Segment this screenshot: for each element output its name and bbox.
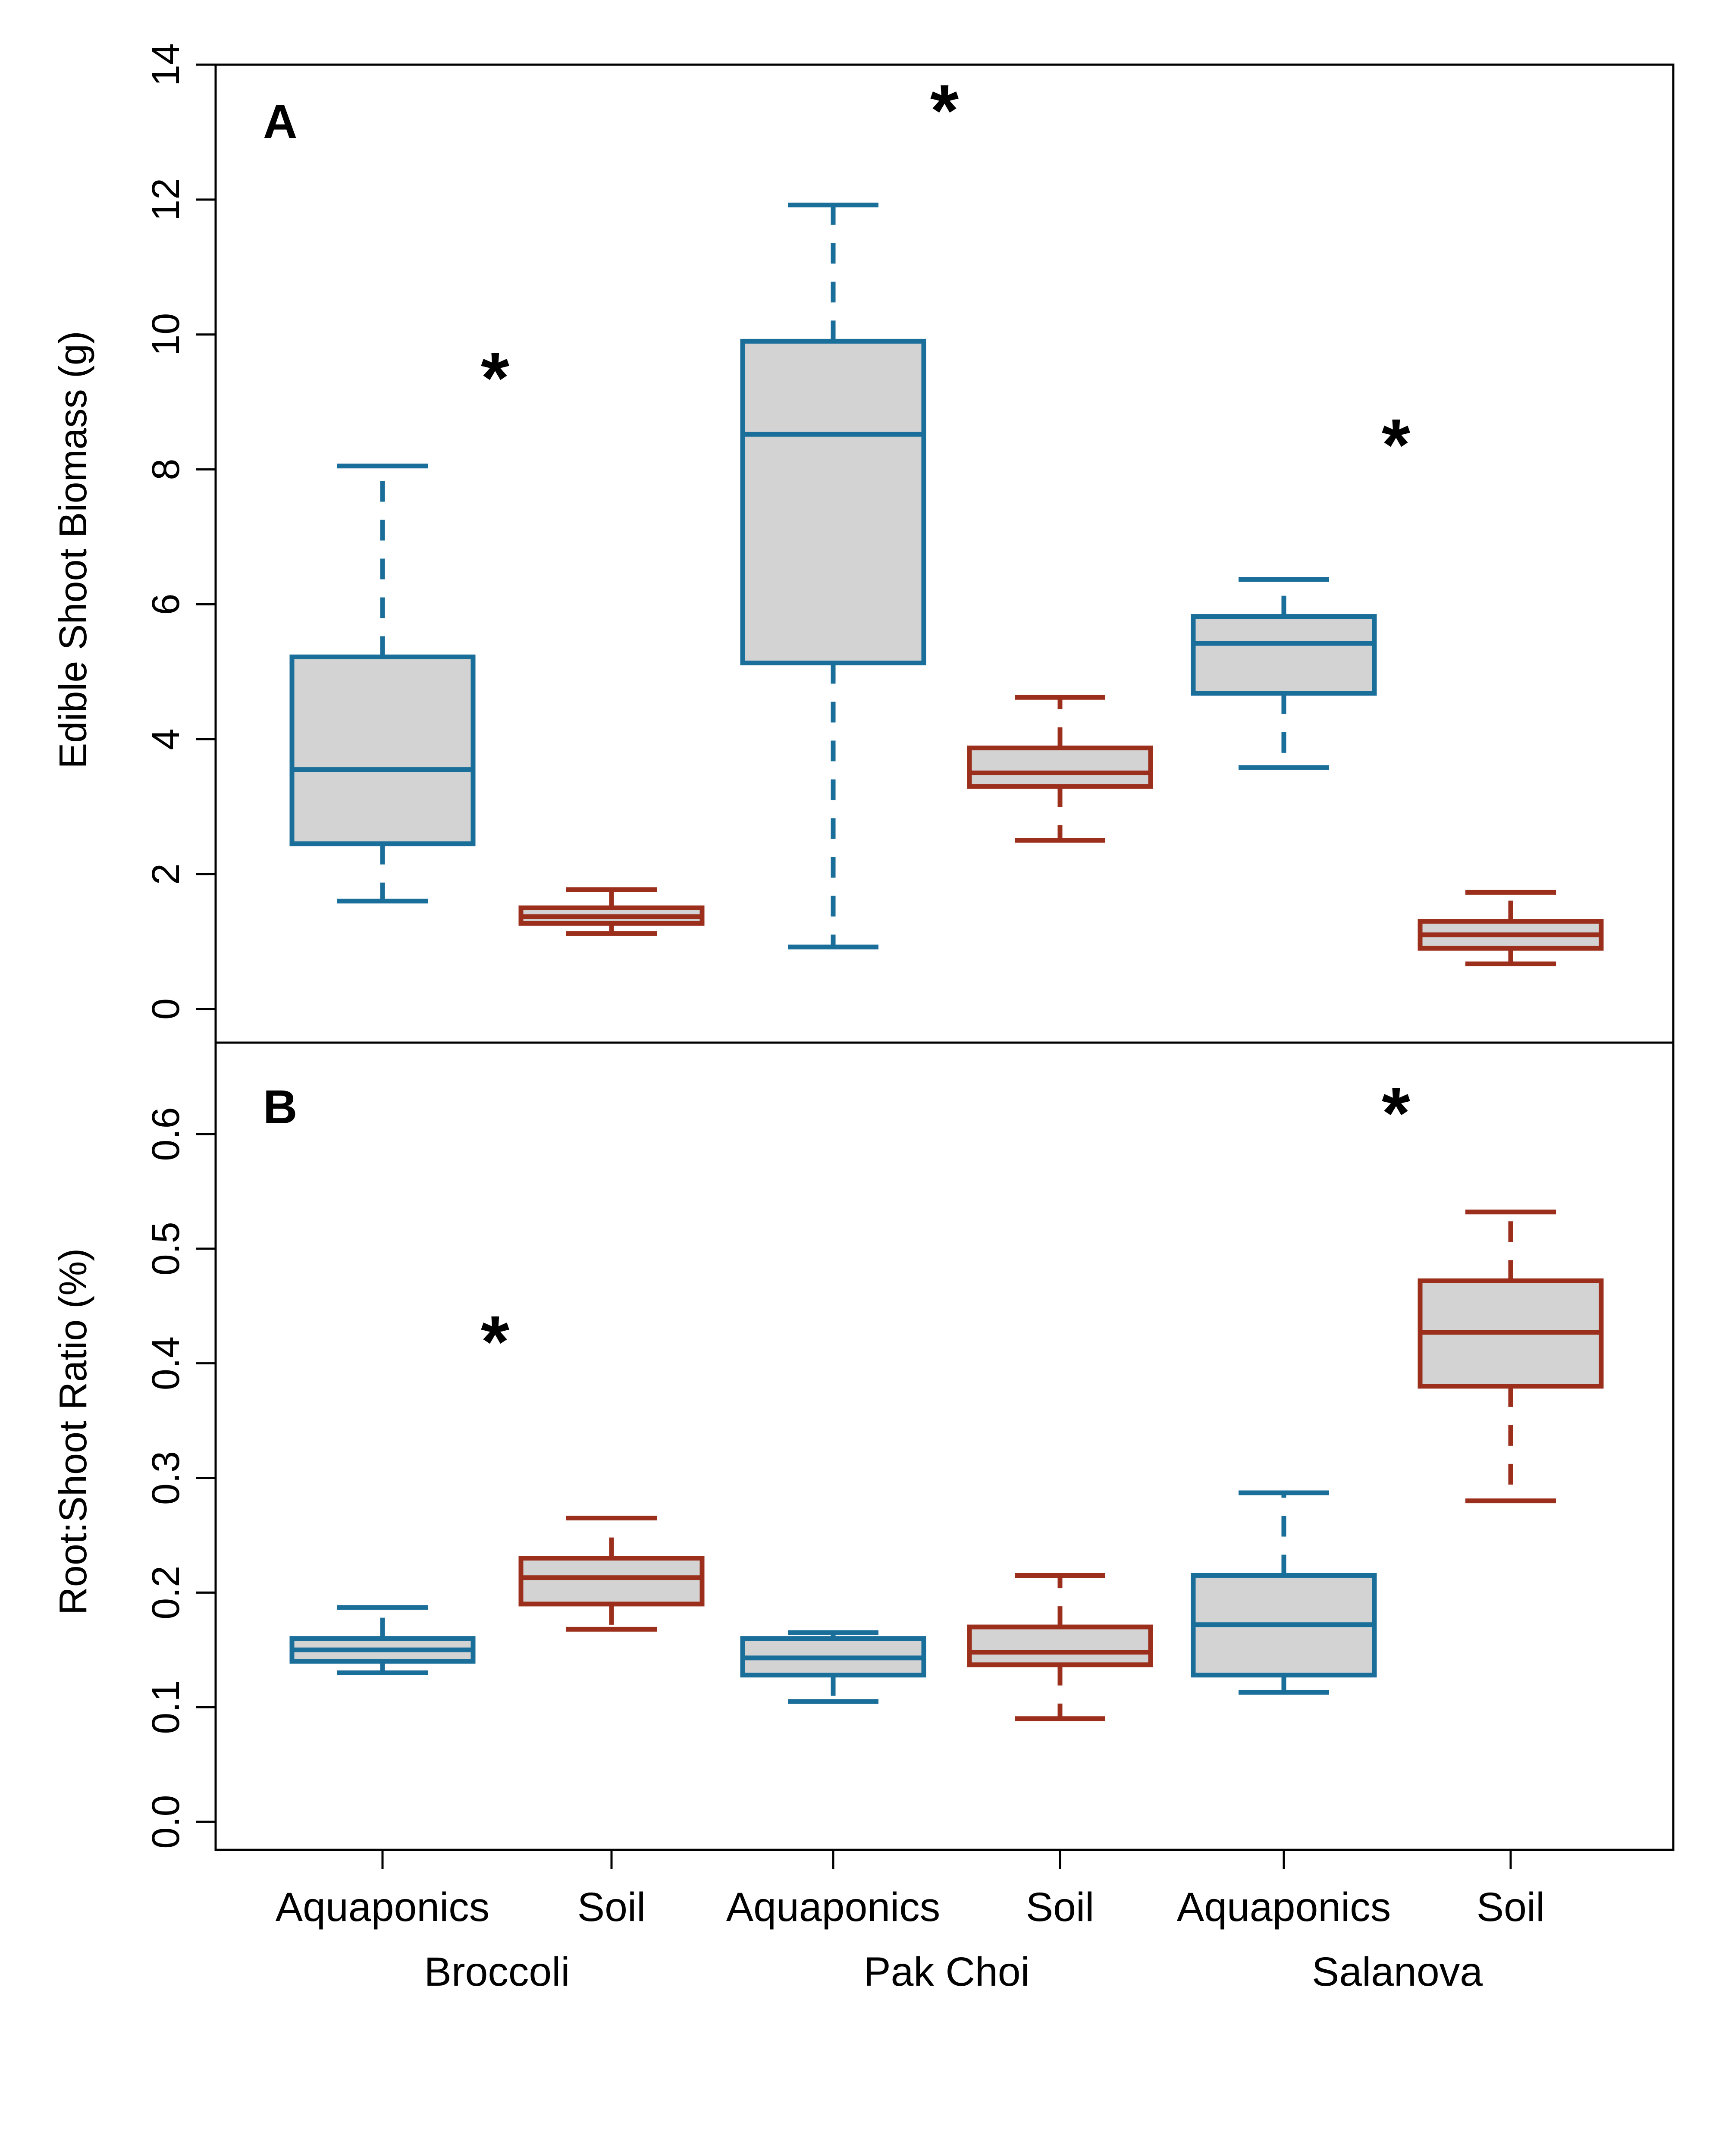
iqr-box: [289, 654, 476, 846]
x-tick-label: Soil: [1477, 1884, 1545, 1930]
box-a-pak-choi-aquaponics: [740, 202, 926, 950]
panel-a-y-tick-label: 4: [144, 728, 188, 750]
box-b-salanova-soil: [1418, 1210, 1604, 1504]
box-a-broccoli-soil: [518, 887, 705, 936]
panel-b-y-tick-label: 0.3: [144, 1451, 188, 1505]
panel-a-y-tick-label: 0: [144, 998, 188, 1020]
x-tick-label: Soil: [1026, 1884, 1094, 1930]
box-b-pak-choi-aquaponics: [740, 1630, 926, 1704]
panel-b-significance: **: [481, 1072, 1410, 1383]
significance-star: *: [481, 337, 509, 419]
x-tick-label: Aquaponics: [1177, 1884, 1391, 1930]
plot-frame: [214, 63, 1675, 1851]
iqr-box: [1191, 614, 1377, 696]
panel-b-letter: B: [263, 1081, 297, 1134]
panel-a-y-tick-label: 2: [144, 863, 188, 885]
panel-a-y-tick-label: 10: [144, 313, 188, 356]
iqr-box: [740, 338, 926, 666]
panel-a-y-tick-label: 14: [144, 43, 188, 86]
x-group-label: Pak Choi: [863, 1949, 1029, 1995]
significance-star: *: [1382, 1072, 1410, 1154]
panel-b-y-tick-label: 0.6: [144, 1107, 188, 1161]
x-tick-label: Aquaponics: [276, 1884, 489, 1930]
panel-b-y-axis: 0.0 0.1 0.2 0.3 0.4 0.5 0.6: [144, 1107, 217, 1849]
box-a-salanova-soil: [1418, 890, 1604, 966]
significance-star: *: [1382, 404, 1410, 486]
x-tick-label: Aquaponics: [726, 1884, 940, 1930]
panel-a-y-axis-title: Edible Shoot Biomass (g): [52, 331, 95, 769]
panel-a-boxes: [289, 202, 1604, 966]
box-a-pak-choi-soil: [967, 695, 1153, 843]
box-b-broccoli-aquaponics: [289, 1605, 476, 1675]
box-b-pak-choi-soil: [967, 1573, 1153, 1721]
box-b-salanova-aquaponics: [1191, 1490, 1377, 1695]
panel-a-y-axis: 0 2 4 6 8 10 12 14: [144, 43, 217, 1020]
panel-b-y-tick-label: 0.0: [144, 1795, 188, 1849]
significance-star: *: [930, 70, 959, 152]
panel-b-y-tick-label: 0.2: [144, 1566, 188, 1620]
box-b-broccoli-soil: [518, 1516, 705, 1632]
iqr-box: [518, 1556, 705, 1607]
iqr-box: [967, 1624, 1153, 1667]
panel-b-y-tick-label: 0.4: [144, 1336, 188, 1390]
x-group-label: Broccoli: [424, 1949, 570, 1995]
panel-a-y-tick-label: 8: [144, 459, 188, 480]
x-group-label: Salanova: [1312, 1949, 1483, 1995]
x-tick-label: Soil: [577, 1884, 646, 1930]
panel-a-letter: A: [263, 95, 297, 148]
panel-a-y-tick-label: 6: [144, 593, 188, 615]
panel-b-y-tick-label: 0.5: [144, 1222, 188, 1275]
panel-a-significance: * * *: [481, 70, 1410, 486]
panel-b-boxes: [289, 1210, 1604, 1721]
iqr-box: [967, 746, 1153, 789]
box-a-broccoli-aquaponics: [289, 464, 476, 904]
panel-b-y-axis-title: Root:Shoot Ratio (%): [52, 1248, 95, 1615]
x-axis: Aquaponics Soil Aquaponics Soil Aquaponics So…: [276, 1849, 1545, 1995]
box-a-salanova-aquaponics: [1191, 577, 1377, 770]
panel-a-y-tick-label: 12: [144, 178, 188, 221]
panel-b-y-tick-label: 0.1: [144, 1680, 188, 1734]
significance-star: *: [481, 1301, 509, 1383]
